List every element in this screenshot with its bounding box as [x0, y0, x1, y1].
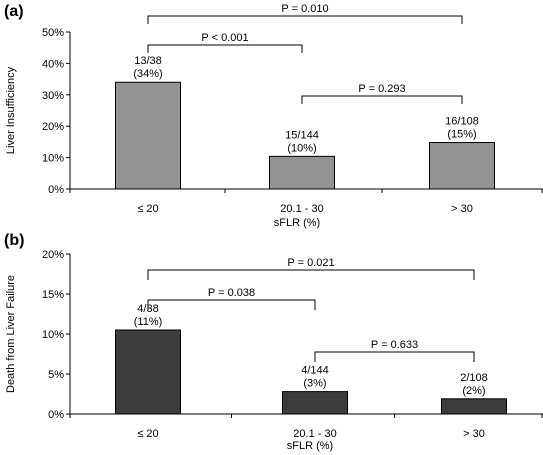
data-label-percent: (15%) [447, 129, 476, 141]
data-label-percent: (10%) [287, 142, 316, 154]
significance-bracket [147, 15, 463, 24]
p-value-label: P < 0.001 [201, 32, 248, 44]
bar [282, 391, 348, 415]
significance-bracket [147, 44, 303, 53]
y-tick-label: 20% [42, 249, 64, 261]
y-tick-label: 40% [42, 58, 64, 70]
x-tick-label: > 30 [463, 428, 485, 440]
p-value-label: P = 0.293 [358, 83, 405, 95]
y-tick-label: 15% [42, 289, 64, 301]
y-axis-label: Liver Insufficiency [5, 66, 17, 154]
data-label-count: 2/108 [460, 372, 488, 384]
data-label-count: 13/38 [134, 55, 162, 67]
y-tick-label: 10% [42, 329, 64, 341]
y-tick-label: 0% [48, 184, 64, 196]
bar [115, 81, 181, 190]
x-tick-label: ≤ 20 [137, 428, 158, 440]
x-tick-label: ≤ 20 [137, 203, 158, 215]
p-value-label: P = 0.021 [287, 257, 334, 269]
x-tick-label: > 30 [451, 203, 473, 215]
y-tick-label: 10% [42, 153, 64, 165]
significance-bracket [147, 269, 475, 280]
x-axis-label: sFLR (%) [287, 440, 333, 452]
y-tick-label: 0% [48, 409, 64, 421]
x-axis-label: sFLR (%) [274, 217, 320, 229]
p-value-label: P = 0.038 [208, 287, 255, 299]
p-value-label: P = 0.633 [371, 339, 418, 351]
panel-label: (b) [4, 232, 24, 249]
bar [429, 142, 495, 190]
data-label-percent: (2%) [462, 385, 485, 397]
data-label-count: 15/144 [285, 129, 319, 141]
bar [115, 329, 181, 415]
bar [441, 398, 507, 415]
significance-bracket [301, 95, 463, 104]
y-tick-label: 50% [42, 27, 64, 39]
bar [269, 155, 335, 190]
y-tick-label: 20% [42, 121, 64, 133]
y-tick-label: 5% [48, 369, 64, 381]
significance-bracket [314, 351, 475, 362]
data-label-count: 16/108 [445, 116, 479, 128]
y-tick-label: 30% [42, 90, 64, 102]
x-tick-label: 20.1 - 30 [293, 428, 336, 440]
data-label-percent: (34%) [133, 68, 162, 80]
x-tick-label: 20.1 - 30 [280, 203, 323, 215]
panel-label: (a) [4, 3, 24, 20]
data-label-count: 4/144 [301, 365, 329, 377]
data-label-percent: (11%) [134, 316, 163, 328]
y-axis-label: Death from Liver Failure [5, 275, 17, 393]
p-value-label: P = 0.010 [281, 3, 328, 15]
data-label-percent: (3%) [303, 378, 326, 390]
significance-bracket [147, 299, 316, 310]
